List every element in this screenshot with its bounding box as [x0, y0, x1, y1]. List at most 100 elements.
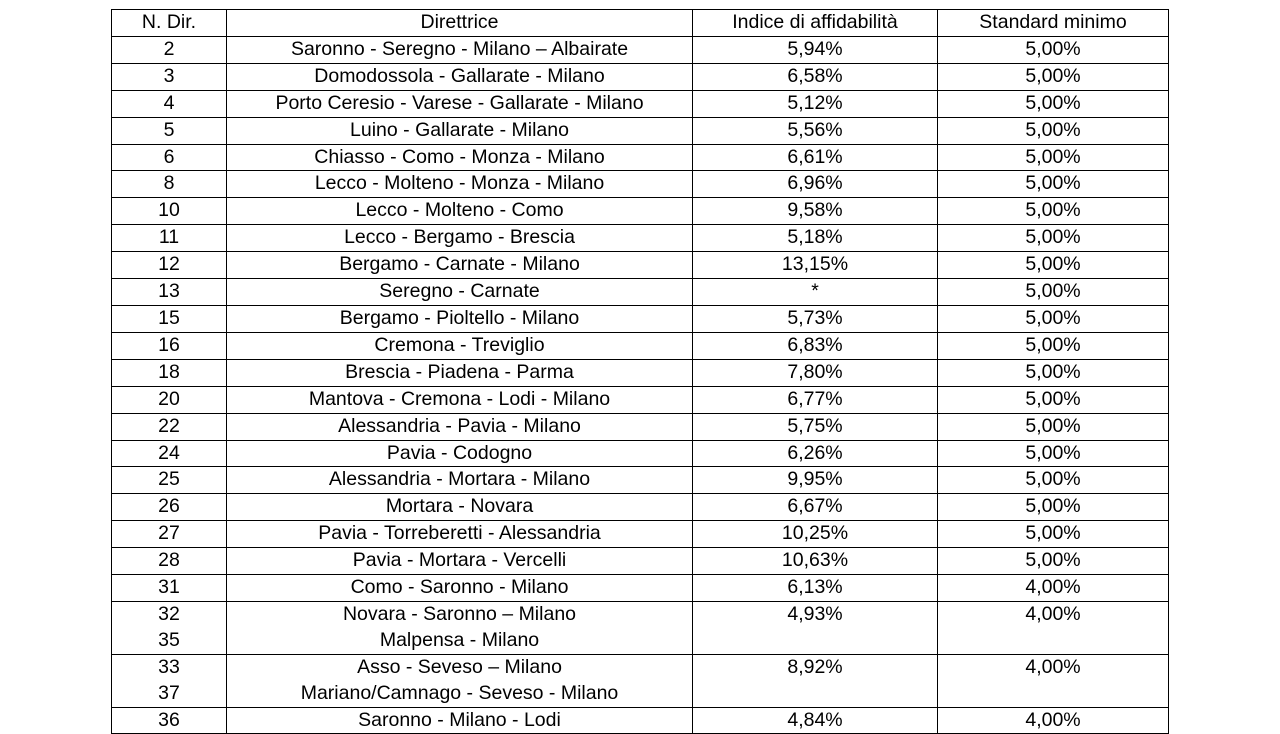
- table-row: 33 37 Asso - Seveso – Milano Mariano/Camnag…: [111, 653, 1169, 708]
- cell-n-dir-line: 11: [158, 226, 180, 249]
- cell-direttrice-line: Seregno - Carnate: [379, 280, 540, 303]
- cell-n-dir-line: 35: [158, 628, 180, 651]
- cell-n-dir-line: 16: [158, 333, 180, 356]
- cell-standard: 5,00%: [937, 358, 1169, 387]
- cell-direttrice: Seregno - Carnate: [226, 278, 693, 306]
- cell-indice: 5,18%: [692, 224, 938, 253]
- table-row: 3 Domodossola - Gallarate - Milano 6,58% 5,…: [111, 62, 1169, 91]
- cell-n-dir: 3: [111, 62, 227, 91]
- cell-direttrice: Asso - Seveso – Milano Mariano/Camnago - …: [226, 653, 693, 708]
- cell-direttrice: Lecco - Molteno - Monza - Milano: [226, 170, 693, 199]
- cell-direttrice-line: Como - Saronno - Milano: [350, 576, 569, 599]
- table-row: 26 Mortara - Novara 6,67% 5,00%: [111, 493, 1169, 522]
- cell-n-dir-line: 6: [163, 145, 175, 168]
- cell-indice: 5,12%: [692, 89, 938, 118]
- table-row: 8 Lecco - Molteno - Monza - Milano 6,96% 5,…: [111, 170, 1169, 199]
- table-row: 13 Seregno - Carnate * 5,00%: [111, 278, 1169, 306]
- table-body: 2 Saronno - Seregno - Milano – Albairate 5…: [111, 35, 1169, 734]
- cell-indice: 10,25%: [692, 520, 938, 549]
- cell-indice: 6,26%: [692, 439, 938, 468]
- cell-direttrice: Saronno - Seregno - Milano – Albairate: [226, 35, 693, 64]
- cell-direttrice-line: Chiasso - Como - Monza - Milano: [314, 145, 605, 168]
- reliability-table-container: N. Dir. Direttrice Indice di affidabilit…: [111, 9, 1169, 734]
- cell-n-dir: 27: [111, 520, 227, 549]
- table-row: 11 Lecco - Bergamo - Brescia 5,18% 5,00%: [111, 224, 1169, 253]
- cell-n-dir: 36: [111, 706, 227, 734]
- cell-indice: 6,77%: [692, 385, 938, 414]
- cell-direttrice: Brescia - Piadena - Parma: [226, 358, 693, 387]
- cell-n-dir-line: 3: [163, 64, 175, 87]
- cell-indice: 8,92%: [692, 653, 938, 708]
- cell-direttrice: Porto Ceresio - Varese - Gallarate - Mil…: [226, 89, 693, 118]
- cell-indice: 10,63%: [692, 547, 938, 576]
- cell-n-dir: 8: [111, 170, 227, 199]
- table-row: 16 Cremona - Treviglio 6,83% 5,00%: [111, 331, 1169, 360]
- cell-direttrice: Alessandria - Mortara - Milano: [226, 466, 693, 495]
- cell-direttrice-line: Asso - Seveso – Milano: [357, 655, 562, 678]
- cell-n-dir-line: 2: [163, 37, 175, 60]
- table-row: 18 Brescia - Piadena - Parma 7,80% 5,00%: [111, 358, 1169, 387]
- cell-n-dir-line: 18: [158, 360, 180, 383]
- cell-standard: 5,00%: [937, 143, 1169, 172]
- table-row: 32 35 Novara - Saronno – Milano Malpensa - …: [111, 600, 1169, 655]
- cell-n-dir-line: 15: [158, 306, 180, 329]
- cell-indice: 5,94%: [692, 35, 938, 64]
- cell-standard: 5,00%: [937, 170, 1169, 199]
- table-row: 31 Como - Saronno - Milano 6,13% 4,00%: [111, 574, 1169, 602]
- cell-direttrice-line: Alessandria - Pavia - Milano: [338, 414, 581, 437]
- cell-direttrice: Lecco - Molteno - Como: [226, 197, 693, 226]
- cell-n-dir: 33 37: [111, 653, 227, 708]
- cell-direttrice: Bergamo - Carnate - Milano: [226, 251, 693, 280]
- cell-n-dir-line: 22: [158, 414, 180, 437]
- cell-n-dir-line: 4: [163, 91, 175, 114]
- cell-standard: 5,00%: [937, 331, 1169, 360]
- cell-direttrice: Pavia - Codogno: [226, 439, 693, 468]
- cell-direttrice-line: Saronno - Milano - Lodi: [358, 708, 561, 731]
- cell-standard: 5,00%: [937, 547, 1169, 576]
- cell-n-dir: 31: [111, 574, 227, 602]
- cell-direttrice-line: Alessandria - Mortara - Milano: [328, 468, 591, 491]
- cell-direttrice-line: Bergamo - Carnate - Milano: [339, 253, 580, 276]
- cell-indice: 4,84%: [692, 706, 938, 734]
- cell-n-dir-line: 24: [158, 441, 180, 464]
- cell-direttrice: Como - Saronno - Milano: [226, 574, 693, 602]
- cell-n-dir-line: 5: [163, 118, 175, 141]
- header-indice: Indice di affidabilità: [692, 9, 938, 37]
- cell-direttrice-line: Cremona - Treviglio: [374, 333, 545, 356]
- cell-n-dir: 6: [111, 143, 227, 172]
- cell-indice: 5,75%: [692, 412, 938, 441]
- cell-standard: 4,00%: [937, 706, 1169, 734]
- table-row: 24 Pavia - Codogno 6,26% 5,00%: [111, 439, 1169, 468]
- cell-direttrice-line: Mariano/Camnago - Seveso - Milano: [300, 681, 619, 704]
- cell-standard: 5,00%: [937, 116, 1169, 145]
- table-row: 5 Luino - Gallarate - Milano 5,56% 5,00%: [111, 116, 1169, 145]
- cell-direttrice-line: Pavia - Codogno: [386, 441, 533, 464]
- header-direttrice: Direttrice: [226, 9, 693, 37]
- cell-n-dir-line: 20: [158, 387, 180, 410]
- table-row: 27 Pavia - Torreberetti - Alessandria 10,2…: [111, 520, 1169, 549]
- cell-n-dir-line: 32: [158, 602, 180, 625]
- cell-n-dir: 28: [111, 547, 227, 576]
- cell-n-dir-line: 27: [158, 522, 180, 545]
- cell-standard: 5,00%: [937, 197, 1169, 226]
- cell-standard: 5,00%: [937, 520, 1169, 549]
- cell-indice: 9,58%: [692, 197, 938, 226]
- cell-standard: 5,00%: [937, 35, 1169, 64]
- cell-direttrice: Alessandria - Pavia - Milano: [226, 412, 693, 441]
- cell-standard: 5,00%: [937, 278, 1169, 306]
- cell-direttrice: Lecco - Bergamo - Brescia: [226, 224, 693, 253]
- cell-n-dir: 12: [111, 251, 227, 280]
- cell-n-dir-line: 12: [158, 253, 180, 276]
- cell-direttrice: Bergamo - Pioltello - Milano: [226, 304, 693, 333]
- cell-direttrice: Cremona - Treviglio: [226, 331, 693, 360]
- table-row: 4 Porto Ceresio - Varese - Gallarate - Mi…: [111, 89, 1169, 118]
- cell-n-dir: 16: [111, 331, 227, 360]
- table-row: 20 Mantova - Cremona - Lodi - Milano 6,77%…: [111, 385, 1169, 414]
- table-row: 36 Saronno - Milano - Lodi 4,84% 4,00%: [111, 706, 1169, 734]
- cell-direttrice-line: Mortara - Novara: [385, 495, 534, 518]
- cell-n-dir: 4: [111, 89, 227, 118]
- cell-direttrice: Mortara - Novara: [226, 493, 693, 522]
- table-row: 6 Chiasso - Como - Monza - Milano 6,61% 5,0…: [111, 143, 1169, 172]
- cell-n-dir: 5: [111, 116, 227, 145]
- cell-n-dir-line: 10: [158, 199, 180, 222]
